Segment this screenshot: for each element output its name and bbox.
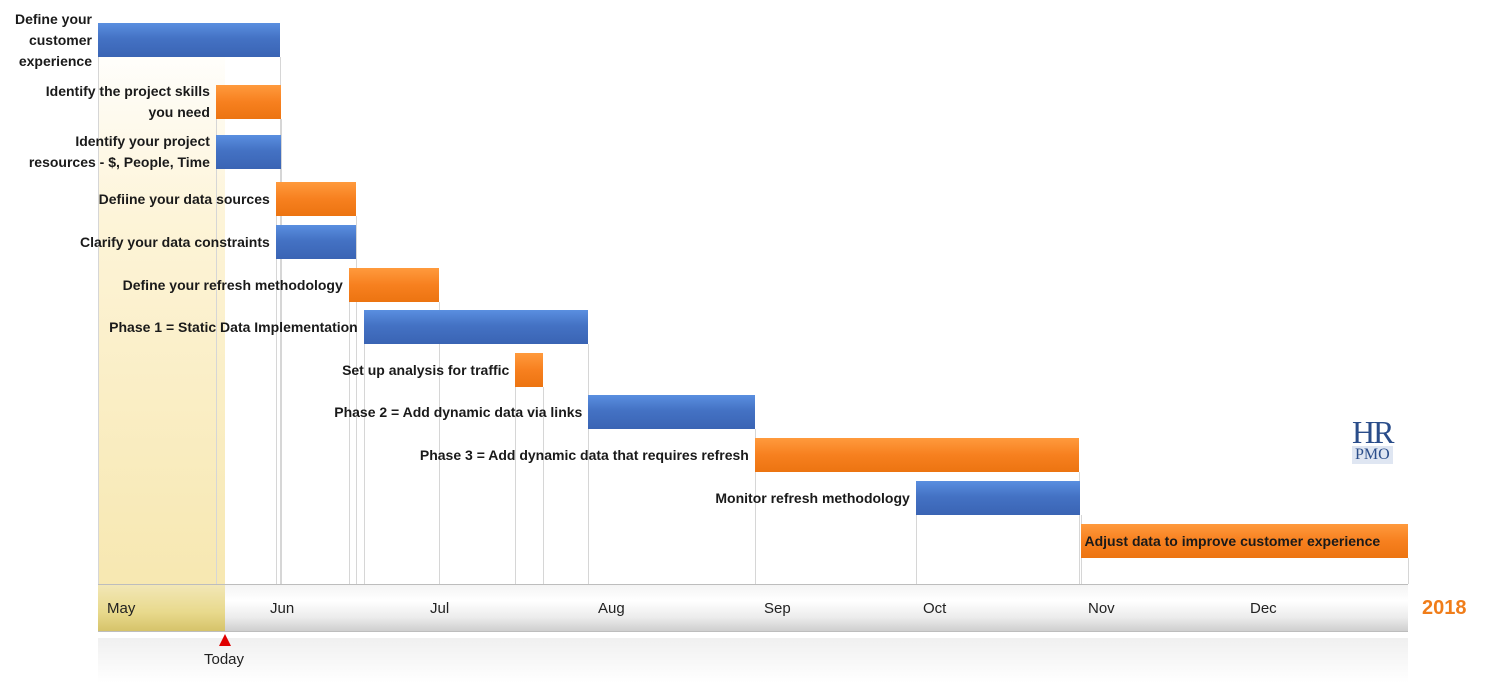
month-label: Jun: [270, 600, 295, 617]
gridline: [216, 169, 217, 584]
task-label: Set up analysis for traffic: [342, 361, 510, 378]
task-label: Phase 3 = Add dynamic data that requires…: [419, 446, 749, 463]
task-label: Identify your project resources - $, Peo…: [28, 133, 210, 170]
month-label: May: [107, 600, 136, 617]
gridline: [364, 344, 365, 584]
task-label: Define your customer experience: [14, 10, 92, 69]
task-bar: [754, 438, 1079, 472]
gridline: [356, 259, 357, 584]
today-marker-icon: [219, 634, 231, 646]
task-label: Clarify your data constraints: [79, 233, 270, 250]
year-label: 2018: [1422, 597, 1467, 619]
task-bar: [348, 268, 439, 302]
logo-hr-text: HR: [1352, 414, 1394, 450]
task-label: Identify the project skills you need: [45, 83, 210, 120]
task-bar: [275, 182, 357, 216]
task-bar: [98, 23, 280, 57]
task-bar: [215, 135, 282, 169]
gridline: [439, 302, 440, 584]
today-label: Today: [204, 651, 245, 668]
task-label: Monitor refresh methodology: [715, 489, 910, 506]
task-label: Phase 2 = Add dynamic data via links: [334, 403, 583, 420]
task-label: Define your refresh methodology: [122, 276, 343, 293]
gridline: [588, 429, 589, 584]
month-label: Aug: [598, 600, 625, 617]
hrpmo-logo: HR PMO: [1338, 414, 1412, 472]
gridline: [515, 387, 516, 584]
axis-reflection: [98, 638, 1408, 683]
gridline: [276, 259, 277, 584]
task-bar: [275, 225, 357, 259]
month-label: Oct: [923, 600, 947, 617]
task-bar: [363, 310, 589, 344]
gridline: [916, 515, 917, 584]
gridline: [543, 387, 544, 584]
gridline: [755, 472, 756, 584]
gridline: [1081, 558, 1082, 584]
elapsed-axis-segment: [98, 584, 225, 632]
task-label: Defiine your data sources: [98, 190, 270, 207]
timeline-axis: [98, 584, 1408, 632]
gridline: [349, 302, 350, 584]
logo-pmo-text: PMO: [1352, 446, 1393, 464]
gridline: [280, 57, 281, 584]
month-label: Nov: [1088, 600, 1115, 617]
month-label: Dec: [1250, 600, 1277, 617]
month-label: Jul: [430, 600, 450, 617]
task-bar: [588, 395, 755, 429]
gridline: [1408, 558, 1409, 584]
month-label: Sep: [764, 600, 791, 617]
task-bar: [1080, 524, 1408, 558]
gridline: [98, 57, 99, 584]
gridline: [281, 169, 282, 584]
task-bar: [215, 85, 282, 119]
task-label: Phase 1 = Static Data Implementation: [109, 318, 358, 335]
task-bar: [915, 481, 1081, 515]
elapsed-period-band: [98, 40, 225, 632]
gridline: [1079, 472, 1080, 584]
task-label: Adjust data to improve customer experien…: [1084, 532, 1381, 549]
task-bar: [515, 353, 544, 387]
